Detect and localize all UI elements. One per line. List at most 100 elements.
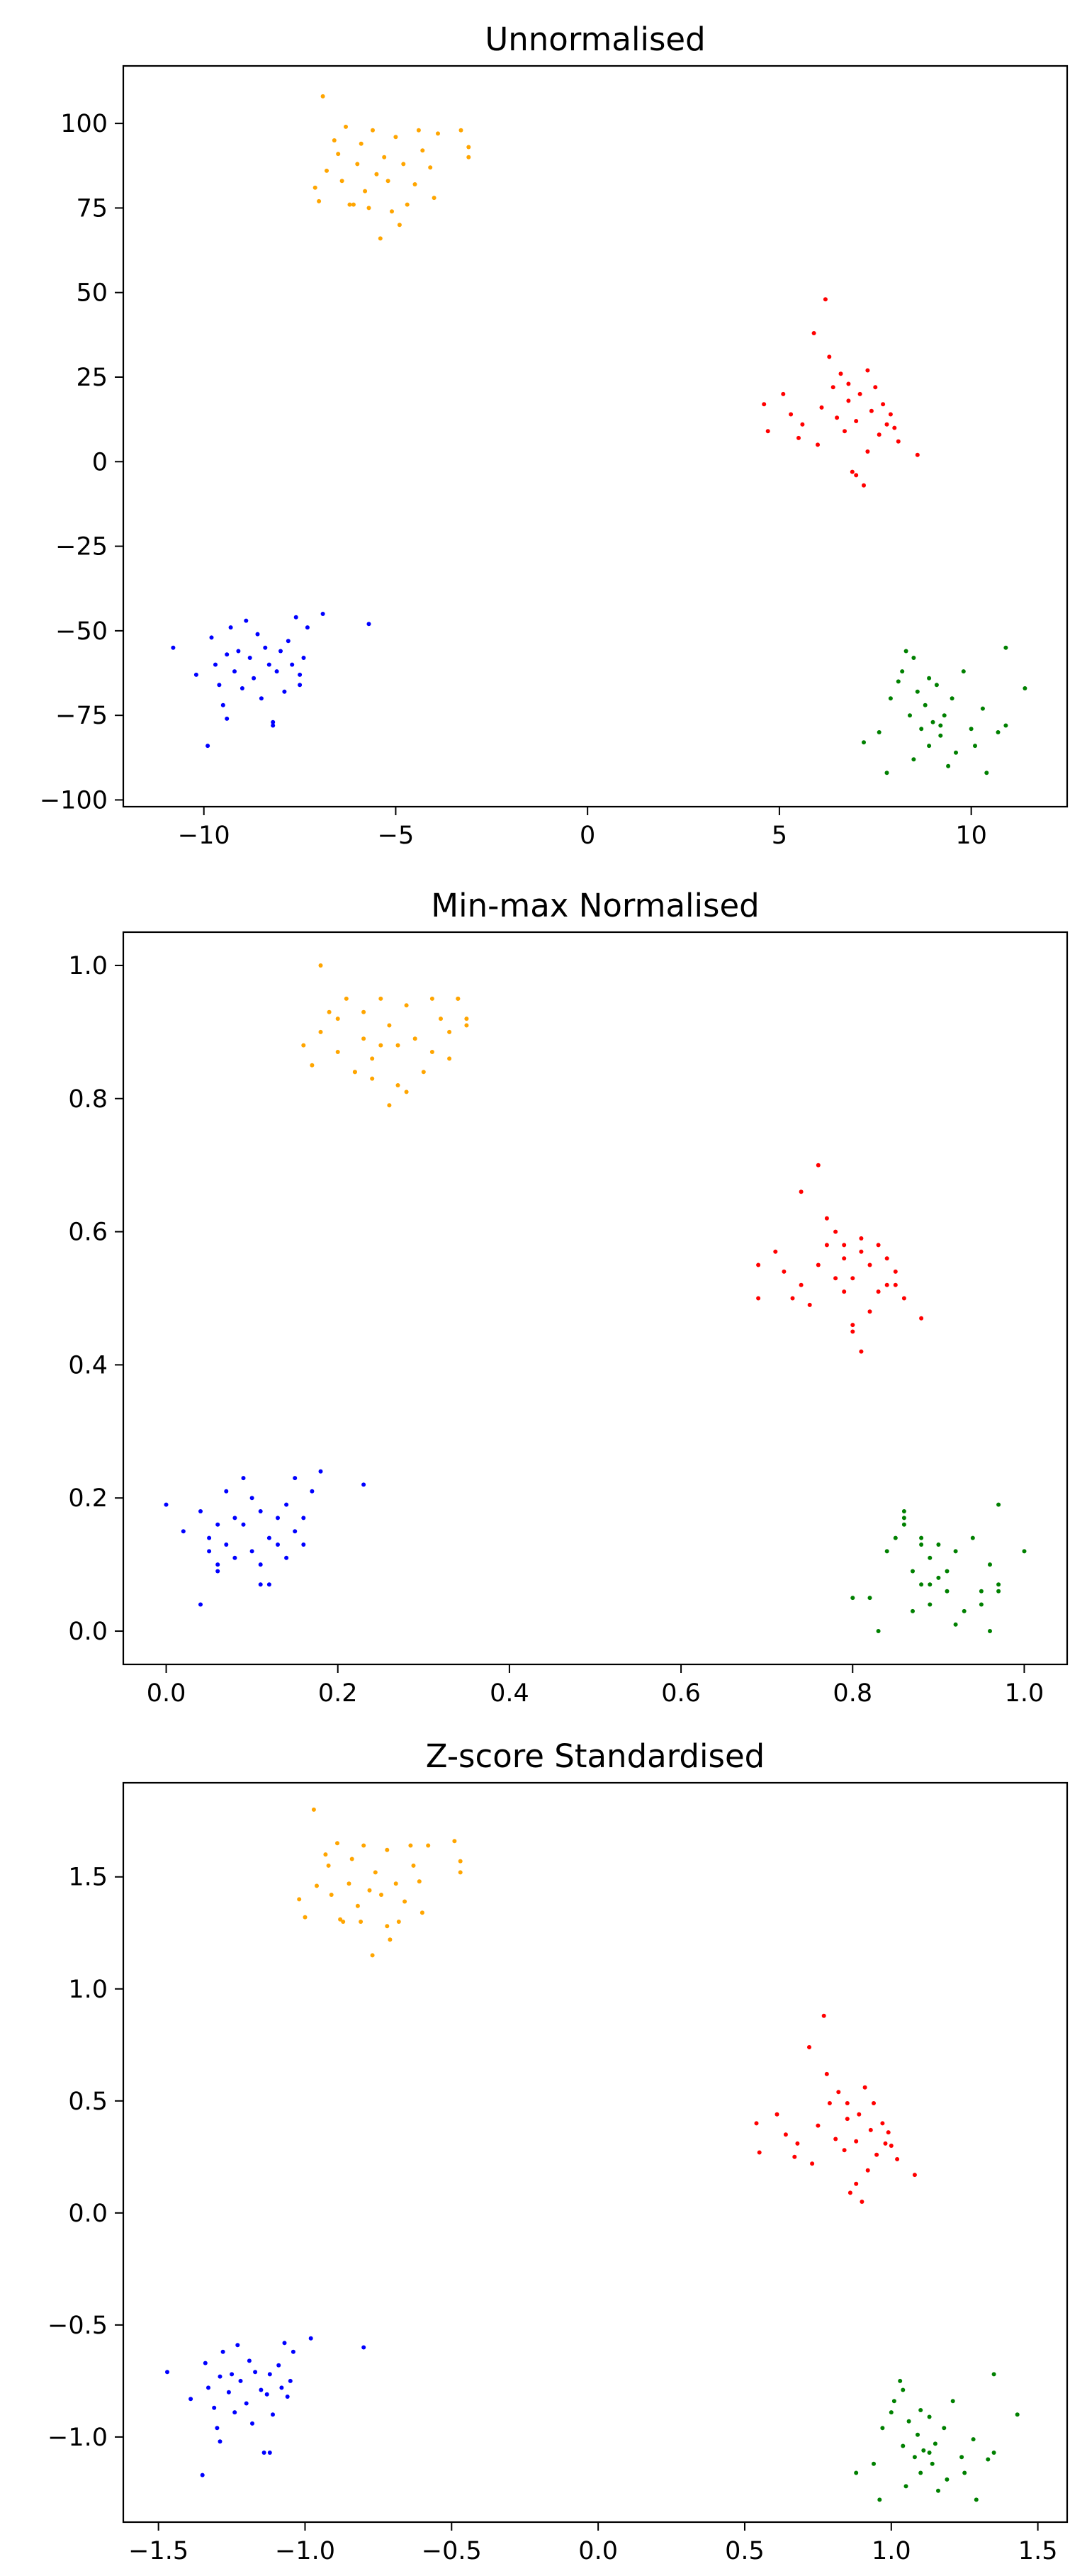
scatter-point — [783, 2132, 788, 2137]
scatter-point — [886, 2130, 891, 2135]
scatter-series-1 — [164, 1469, 366, 1607]
scatter-point — [823, 297, 828, 302]
scatter-point — [312, 185, 317, 190]
chart-title: Unnormalised — [485, 21, 705, 58]
scatter-point — [458, 1870, 463, 1875]
scatter-point — [259, 2387, 264, 2392]
scatter-point — [821, 2013, 826, 2018]
y-tick-label: 1.5 — [68, 1864, 108, 1892]
scatter-point — [996, 730, 1001, 734]
scatter-point — [276, 2363, 281, 2368]
scatter-point — [795, 2141, 800, 2146]
scatter-point — [827, 354, 832, 359]
scatter-point — [393, 1881, 398, 1886]
scatter-point — [335, 1017, 340, 1021]
scatter-point — [845, 2117, 850, 2122]
chart-panel-1: Unnormalised−10 −5 0 5 10−100−75−50−25025507… — [40, 21, 1069, 850]
chart-title: Min-max Normalised — [431, 887, 759, 924]
scatter-point — [883, 2141, 888, 2146]
scatter-point — [912, 2173, 917, 2178]
scatter-point — [374, 172, 379, 177]
chart-panel-2: Min-max Normalised 0.0 0.2 0.4 0.6 0.8 1.0 0.0 0… — [68, 887, 1069, 1708]
scatter-point — [303, 1915, 308, 1920]
scatter-point — [807, 2045, 811, 2049]
scatter-point — [325, 168, 329, 173]
x-tick-label: 10 — [955, 822, 987, 850]
scatter-point — [181, 1529, 186, 1534]
scatter-point — [276, 1542, 280, 1547]
scatter-point — [850, 1596, 855, 1601]
scatter-point — [867, 1309, 872, 1314]
scatter-point — [205, 744, 210, 749]
scatter-point — [344, 996, 349, 1001]
scatter-point — [267, 2451, 272, 2455]
scatter-point — [859, 1236, 864, 1241]
scatter-point — [165, 2370, 169, 2375]
scatter-point — [807, 1302, 812, 1307]
scatter-point — [950, 2399, 955, 2404]
scatter-point — [378, 1043, 383, 1048]
scatter-point — [816, 442, 820, 447]
scatter-point — [336, 152, 341, 157]
scatter-series-4 — [854, 2372, 1020, 2502]
scatter-point — [945, 1589, 950, 1594]
scatter-point — [936, 1542, 941, 1547]
scatter-point — [847, 2190, 852, 2195]
scatter-point — [765, 429, 770, 434]
scatter-point — [833, 1229, 838, 1234]
scatter-point — [789, 412, 794, 417]
scatter-point — [872, 2101, 876, 2105]
scatter-point — [854, 473, 859, 478]
scatter-point — [892, 425, 897, 430]
scatter-point — [884, 771, 889, 775]
scatter-point — [218, 2374, 223, 2379]
scatter-point — [928, 1555, 933, 1560]
scatter-point — [901, 1522, 906, 1527]
y-tick-label: 50 — [76, 279, 108, 308]
scatter-point — [1015, 2412, 1020, 2417]
scatter-point — [918, 2408, 923, 2412]
scatter-point — [865, 368, 870, 373]
y-tick-label: 0 — [92, 448, 108, 476]
scatter-point — [361, 1843, 366, 1848]
scatter-point — [261, 2451, 266, 2455]
scatter-point — [938, 723, 943, 728]
scatter-point — [361, 1482, 366, 1487]
scatter-point — [293, 615, 298, 620]
scatter-point — [293, 1476, 298, 1481]
scatter-point — [447, 1029, 452, 1034]
scatter-point — [466, 155, 471, 159]
scatter-point — [247, 2358, 252, 2363]
scatter-point — [284, 1502, 289, 1507]
scatter-point — [893, 1535, 898, 1540]
scatter-point — [945, 2477, 950, 2482]
y-tick-label: 0.0 — [68, 2200, 108, 2228]
scatter-point — [816, 1262, 821, 1267]
x-tick-label: 0 — [580, 822, 595, 850]
scatter-point — [891, 2399, 896, 2404]
scatter-point — [874, 2152, 879, 2157]
scatter-point — [974, 2497, 979, 2502]
scatter-point — [782, 1269, 787, 1274]
scatter-point — [308, 2336, 313, 2341]
scatter-point — [378, 996, 383, 1001]
scatter-point — [452, 1839, 457, 1844]
scatter-point — [862, 740, 866, 745]
scatter-point — [930, 719, 935, 724]
scatter-point — [310, 1063, 315, 1068]
scatter-point — [762, 402, 767, 407]
scatter-point — [896, 679, 901, 684]
scatter-point — [973, 744, 977, 749]
scatter-point — [359, 141, 364, 146]
scatter-point — [405, 202, 410, 207]
scatter-point — [876, 1243, 881, 1248]
scatter-point — [928, 1582, 933, 1587]
scatter-point — [206, 2385, 210, 2390]
scatter-point — [395, 1083, 400, 1087]
scatter-point — [209, 635, 214, 640]
scatter-point — [291, 2349, 295, 2354]
scatter-point — [412, 182, 417, 186]
scatter-point — [370, 1076, 375, 1081]
scatter-point — [428, 165, 433, 170]
x-tick-label: 0.8 — [833, 1679, 872, 1708]
